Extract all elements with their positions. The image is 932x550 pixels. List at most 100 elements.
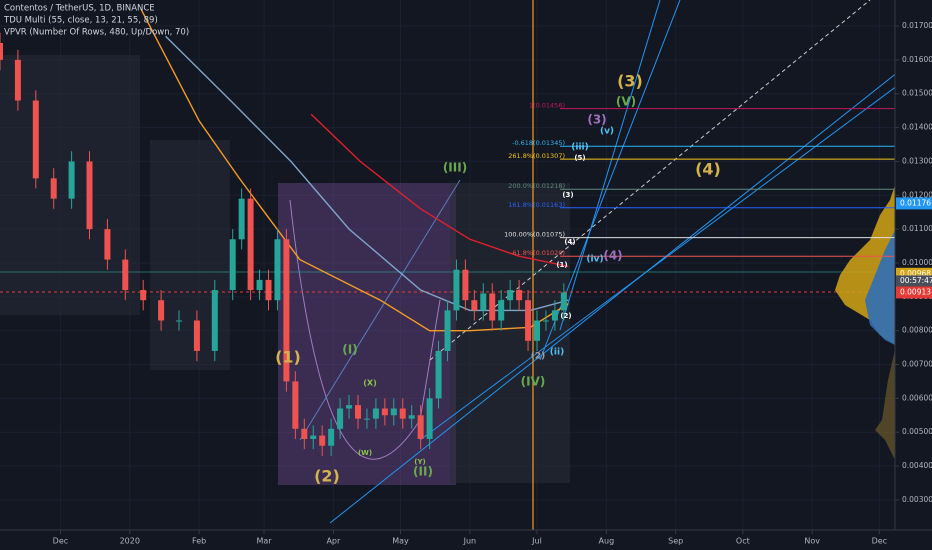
candle-body (292, 381, 299, 429)
wave-label: (II) (413, 465, 433, 479)
candle-body (211, 290, 218, 351)
fib-label: 200.0%(0.01218) (508, 182, 565, 190)
y-tick-label: 0.01700 (902, 21, 932, 30)
candle-body (489, 293, 496, 321)
candle-body (14, 59, 21, 101)
wave-label: (4) (695, 160, 721, 179)
candle-body (176, 320, 182, 322)
trend-line (559, 0, 661, 331)
fib-label: 61.8%(0.01020) (512, 249, 565, 257)
wave-label: (2) (314, 467, 340, 486)
candle-body (328, 428, 335, 446)
candle-body (507, 290, 514, 301)
wave-label: (3) (617, 72, 643, 91)
candle-body (435, 350, 442, 399)
fib-label: -0.618(0.01345) (512, 139, 565, 147)
overlay: Contentos / TetherUS, 1D, BINANCE TDU Mul… (3, 4, 932, 546)
wave-label: (I) (342, 343, 357, 357)
candle-body (355, 405, 361, 419)
x-tick-label: Aug (599, 537, 615, 546)
volume-profile (865, 230, 895, 345)
candle-body (193, 320, 200, 351)
candle-body (471, 300, 478, 311)
candle-body (534, 320, 540, 341)
y-tick-label: 0.00400 (902, 461, 932, 470)
candle-body (372, 408, 379, 419)
y-tick-label: 0.00700 (902, 360, 932, 369)
y-tick-label: 0.00800 (902, 326, 932, 335)
trend-line (429, 0, 871, 361)
fib-label: 261.8%(0.01307) (508, 152, 565, 160)
zone (150, 140, 230, 370)
candle-body (417, 415, 424, 439)
trend-line (299, 179, 461, 441)
x-tick-label: Nov (804, 537, 820, 546)
y-tick-label: 0.01300 (902, 156, 932, 165)
wave-label: (5) (574, 154, 585, 162)
x-tick-label: 2020 (120, 537, 140, 546)
candle-body (453, 269, 460, 311)
fib-label: 100.00%(0.01075) (504, 231, 565, 239)
legend-text: Contentos / TetherUS, 1D, BINANCE (4, 4, 155, 14)
wave-label: (1) (275, 348, 301, 367)
candle-body (310, 435, 317, 439)
candle-body (444, 310, 451, 351)
candle-body (104, 229, 111, 260)
candle-body (462, 269, 469, 301)
ma-line (140, 8, 569, 332)
candle-body (283, 239, 290, 382)
candle-body (122, 259, 129, 291)
candle-body (319, 435, 326, 446)
candle-body (301, 428, 308, 439)
trend-line (419, 59, 932, 441)
candle-body (381, 408, 388, 416)
price-tag (896, 286, 932, 299)
price-tag-label: 0.01176 (900, 198, 931, 207)
ma-line (310, 113, 569, 268)
x-tick-label: Dec (53, 537, 68, 546)
wave-label: (iii) (571, 143, 588, 153)
candle-body (346, 405, 353, 409)
x-tick-label: Dec (872, 537, 887, 546)
y-tick-label: 0.01200 (902, 190, 932, 199)
fib-label: 161.8%(0.01163) (508, 201, 565, 209)
candle-body (551, 310, 558, 321)
legend-text: TDU Multi (55, close, 13, 21, 55, 89) (3, 16, 158, 26)
candle-body (158, 300, 165, 321)
wave-label: (3) (562, 191, 573, 199)
price-tag (896, 197, 932, 210)
candle-body (140, 290, 147, 301)
candle-body (516, 290, 523, 301)
plot (0, 8, 895, 456)
zone (450, 183, 570, 483)
y-tick-label: 0.01400 (902, 123, 932, 132)
wave-label: (2) (531, 352, 546, 362)
x-tick-label: Jul (531, 537, 542, 546)
candle-body (560, 292, 567, 311)
candle-body (408, 415, 415, 419)
wave-label: (V) (616, 95, 636, 109)
candle-body (238, 198, 245, 240)
wave-label: (III) (443, 161, 467, 175)
candle-body (274, 239, 281, 301)
candle-body (256, 279, 263, 291)
candle-body (426, 398, 433, 439)
candle-body (265, 279, 272, 301)
candle-body (32, 100, 39, 179)
candle-body (363, 418, 370, 420)
cup-curve (289, 199, 441, 460)
y-tick-label: 0.00500 (902, 427, 932, 436)
x-tick-label: Feb (192, 537, 206, 546)
wave-label: (4) (564, 238, 575, 246)
candle-body (229, 239, 236, 291)
y-tick-label: 0.01100 (902, 224, 932, 233)
x-tick-label: Mar (256, 537, 272, 546)
x-tick-label: Oct (736, 537, 750, 546)
candle-body (399, 408, 406, 419)
candle-body (0, 42, 3, 60)
y-tick-label: 0.00300 (902, 495, 932, 504)
wave-label: (2) (560, 312, 571, 320)
volume-profile (875, 350, 895, 460)
wave-label: (ii) (550, 348, 564, 358)
